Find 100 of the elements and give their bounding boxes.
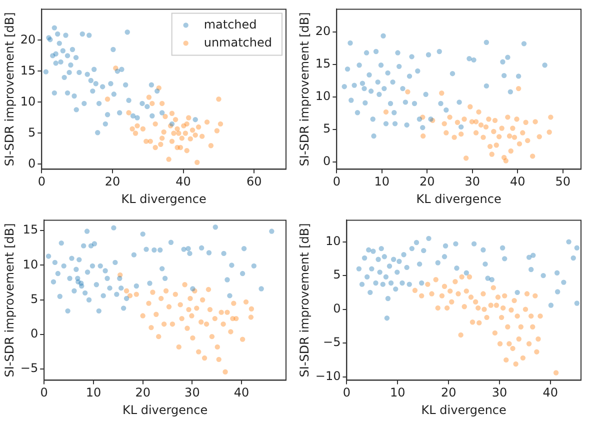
point	[60, 48, 66, 54]
point	[356, 62, 362, 68]
point	[184, 326, 190, 331]
point	[344, 66, 350, 72]
point	[159, 136, 165, 141]
point	[100, 84, 106, 90]
point	[396, 64, 402, 70]
y-axis-title: SI-SDR improvement [dB]	[297, 12, 312, 166]
point	[362, 86, 367, 92]
point	[179, 316, 184, 322]
point	[504, 357, 509, 363]
point	[542, 62, 548, 68]
y-tick-label: 5	[323, 122, 331, 136]
point	[390, 256, 396, 262]
point	[405, 89, 410, 94]
point	[110, 46, 116, 52]
point	[526, 254, 532, 260]
point	[207, 306, 213, 312]
point	[162, 114, 168, 120]
point	[366, 247, 372, 253]
point	[456, 100, 462, 105]
point	[186, 306, 192, 312]
point	[146, 94, 152, 100]
point	[366, 72, 372, 78]
y-tick-label: 15	[20, 63, 36, 78]
point	[140, 126, 146, 132]
point	[373, 280, 378, 286]
point	[152, 144, 158, 150]
point	[70, 46, 76, 52]
point	[102, 121, 108, 127]
point	[196, 349, 202, 354]
point	[130, 113, 136, 118]
point	[348, 98, 354, 103]
point	[171, 130, 176, 136]
point	[124, 288, 130, 294]
point	[390, 79, 396, 85]
point	[462, 116, 467, 122]
point	[150, 113, 155, 118]
point	[178, 302, 183, 308]
point	[505, 54, 510, 60]
point	[188, 136, 193, 142]
point	[231, 300, 236, 306]
point	[140, 100, 145, 106]
point	[348, 40, 353, 46]
point	[364, 50, 370, 56]
point	[152, 121, 158, 127]
point	[463, 156, 469, 161]
y-tick-label: 10	[315, 89, 331, 104]
point	[88, 78, 94, 84]
point	[495, 294, 501, 300]
point	[454, 120, 460, 125]
point	[416, 261, 422, 267]
point	[169, 110, 175, 116]
point	[412, 288, 418, 294]
point	[523, 120, 528, 125]
point	[484, 83, 490, 89]
point	[360, 80, 366, 86]
x-axis-title: KL divergence	[421, 402, 506, 417]
point	[126, 110, 132, 116]
point	[506, 341, 512, 346]
point	[72, 93, 77, 99]
point	[402, 100, 408, 105]
point	[532, 293, 538, 298]
point	[414, 240, 420, 246]
point	[510, 346, 516, 352]
point	[524, 291, 530, 296]
point	[505, 114, 510, 120]
point	[520, 130, 526, 136]
point	[435, 260, 440, 266]
point	[200, 297, 206, 302]
point	[466, 274, 472, 280]
point	[548, 114, 554, 120]
y-axis-title: SI-SDR improvement [dB]	[2, 12, 16, 166]
point	[423, 92, 428, 98]
point	[500, 59, 506, 64]
point	[500, 245, 506, 250]
point	[359, 282, 365, 287]
point	[458, 124, 464, 130]
point	[487, 144, 493, 150]
point	[66, 70, 72, 76]
point	[90, 88, 96, 94]
x-tick-label: 40	[510, 174, 526, 189]
point	[376, 92, 382, 98]
point	[471, 57, 476, 63]
point	[192, 132, 198, 138]
point	[538, 313, 543, 319]
y-tick-label: −10	[315, 368, 341, 383]
y-axis-title: SI-SDR improvement [dB]	[297, 223, 312, 378]
point	[480, 247, 486, 253]
point	[368, 290, 373, 296]
point	[368, 88, 374, 94]
point	[442, 254, 448, 260]
point	[63, 32, 68, 38]
point	[95, 130, 100, 136]
point	[409, 54, 414, 60]
x-tick-label: 60	[246, 174, 262, 189]
point	[74, 107, 79, 112]
point	[528, 266, 534, 272]
point	[506, 133, 512, 139]
point	[176, 344, 182, 350]
